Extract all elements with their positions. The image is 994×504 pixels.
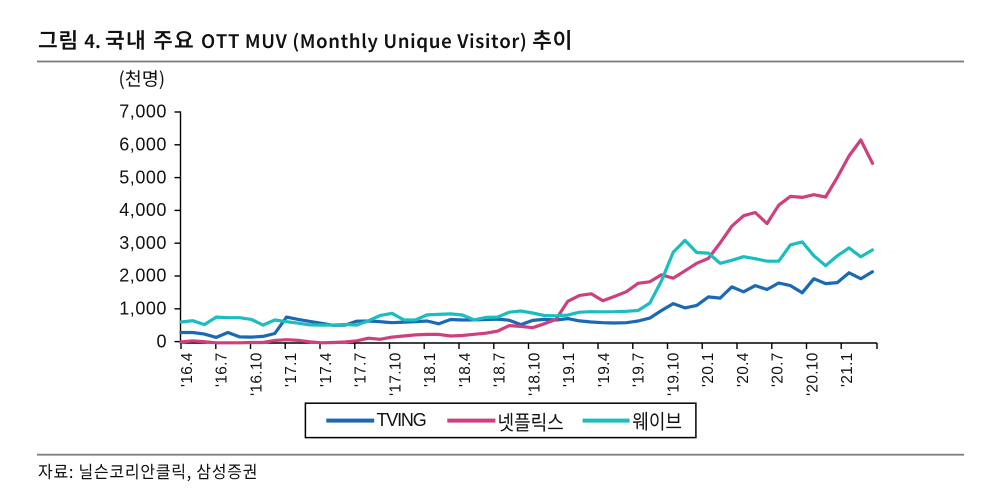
svg-text:'20.7: '20.7 [770,352,787,387]
svg-text:'20.10: '20.10 [804,352,821,396]
svg-text:0: 0 [156,331,167,351]
svg-text:'19.4: '19.4 [596,352,613,387]
svg-text:'18.1: '18.1 [422,352,439,387]
svg-text:6,000: 6,000 [119,135,167,155]
svg-text:1,000: 1,000 [119,299,167,319]
svg-text:'17.4: '17.4 [318,352,335,387]
svg-text:'19.10: '19.10 [665,352,682,396]
svg-text:'18.10: '18.10 [526,352,543,396]
svg-text:'19.1: '19.1 [561,352,578,387]
svg-text:4,000: 4,000 [119,200,167,220]
svg-text:'19.7: '19.7 [631,352,648,387]
svg-text:'17.10: '17.10 [387,352,404,396]
svg-text:'18.7: '18.7 [492,352,509,387]
svg-text:'21.1: '21.1 [839,352,856,387]
svg-text:TVING: TVING [377,410,426,430]
svg-text:'17.7: '17.7 [353,352,370,387]
svg-text:'20.4: '20.4 [735,352,752,387]
svg-text:'17.1: '17.1 [283,352,300,387]
svg-text:'18.4: '18.4 [457,352,474,387]
svg-text:'16.4: '16.4 [179,352,196,387]
svg-text:'16.7: '16.7 [214,352,231,387]
svg-text:'16.10: '16.10 [248,352,265,396]
svg-text:5,000: 5,000 [119,167,167,187]
svg-text:2,000: 2,000 [119,266,167,286]
svg-text:3,000: 3,000 [119,233,167,253]
svg-text:7,000: 7,000 [119,102,167,122]
svg-text:'20.1: '20.1 [700,352,717,387]
